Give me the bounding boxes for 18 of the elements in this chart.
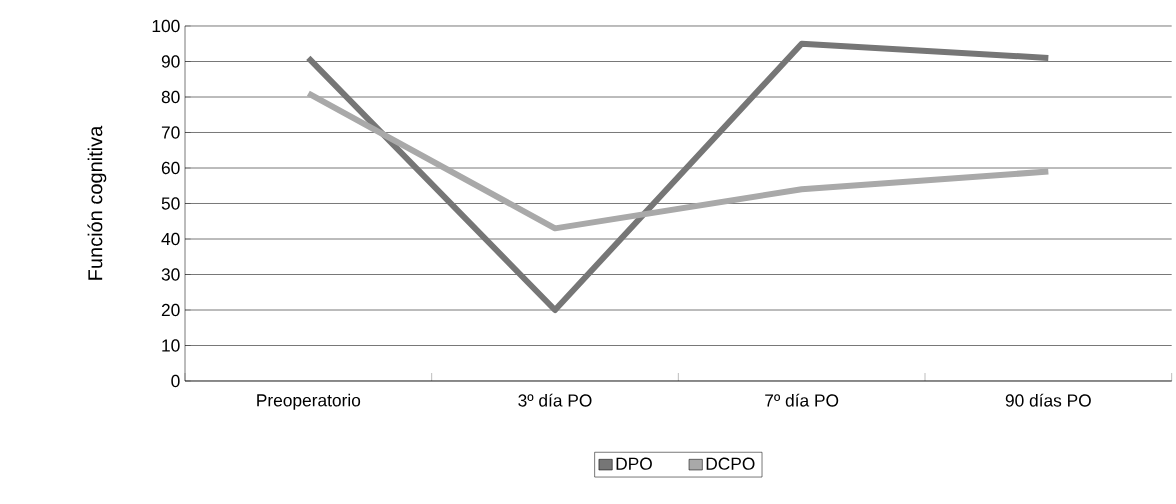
y-tick-label: 60 xyxy=(161,161,180,175)
y-tick-label: 100 xyxy=(152,19,180,33)
x-tick-label: Preoperatorio xyxy=(257,393,361,410)
y-tick-label: 70 xyxy=(161,126,180,139)
y-axis-title: Función cognitiva xyxy=(87,125,107,280)
y-tick-label: 20 xyxy=(161,303,180,317)
y-tick-label: 40 xyxy=(161,232,180,246)
y-tick-label: 0 xyxy=(171,374,180,388)
y-tick-label: 30 xyxy=(161,268,180,281)
legend-label: DCPO xyxy=(706,457,755,470)
x-tick-label: 90 días PO xyxy=(1005,393,1091,407)
y-tick-label: 50 xyxy=(161,197,180,210)
x-tick-label: 3º día PO xyxy=(518,393,592,407)
legend-label: DPO xyxy=(616,457,652,470)
x-tick-label: 7º día PO xyxy=(765,393,839,407)
y-tick-label: 90 xyxy=(161,55,180,68)
y-tick-label: 10 xyxy=(162,339,180,352)
y-tick-label: 80 xyxy=(161,90,180,104)
